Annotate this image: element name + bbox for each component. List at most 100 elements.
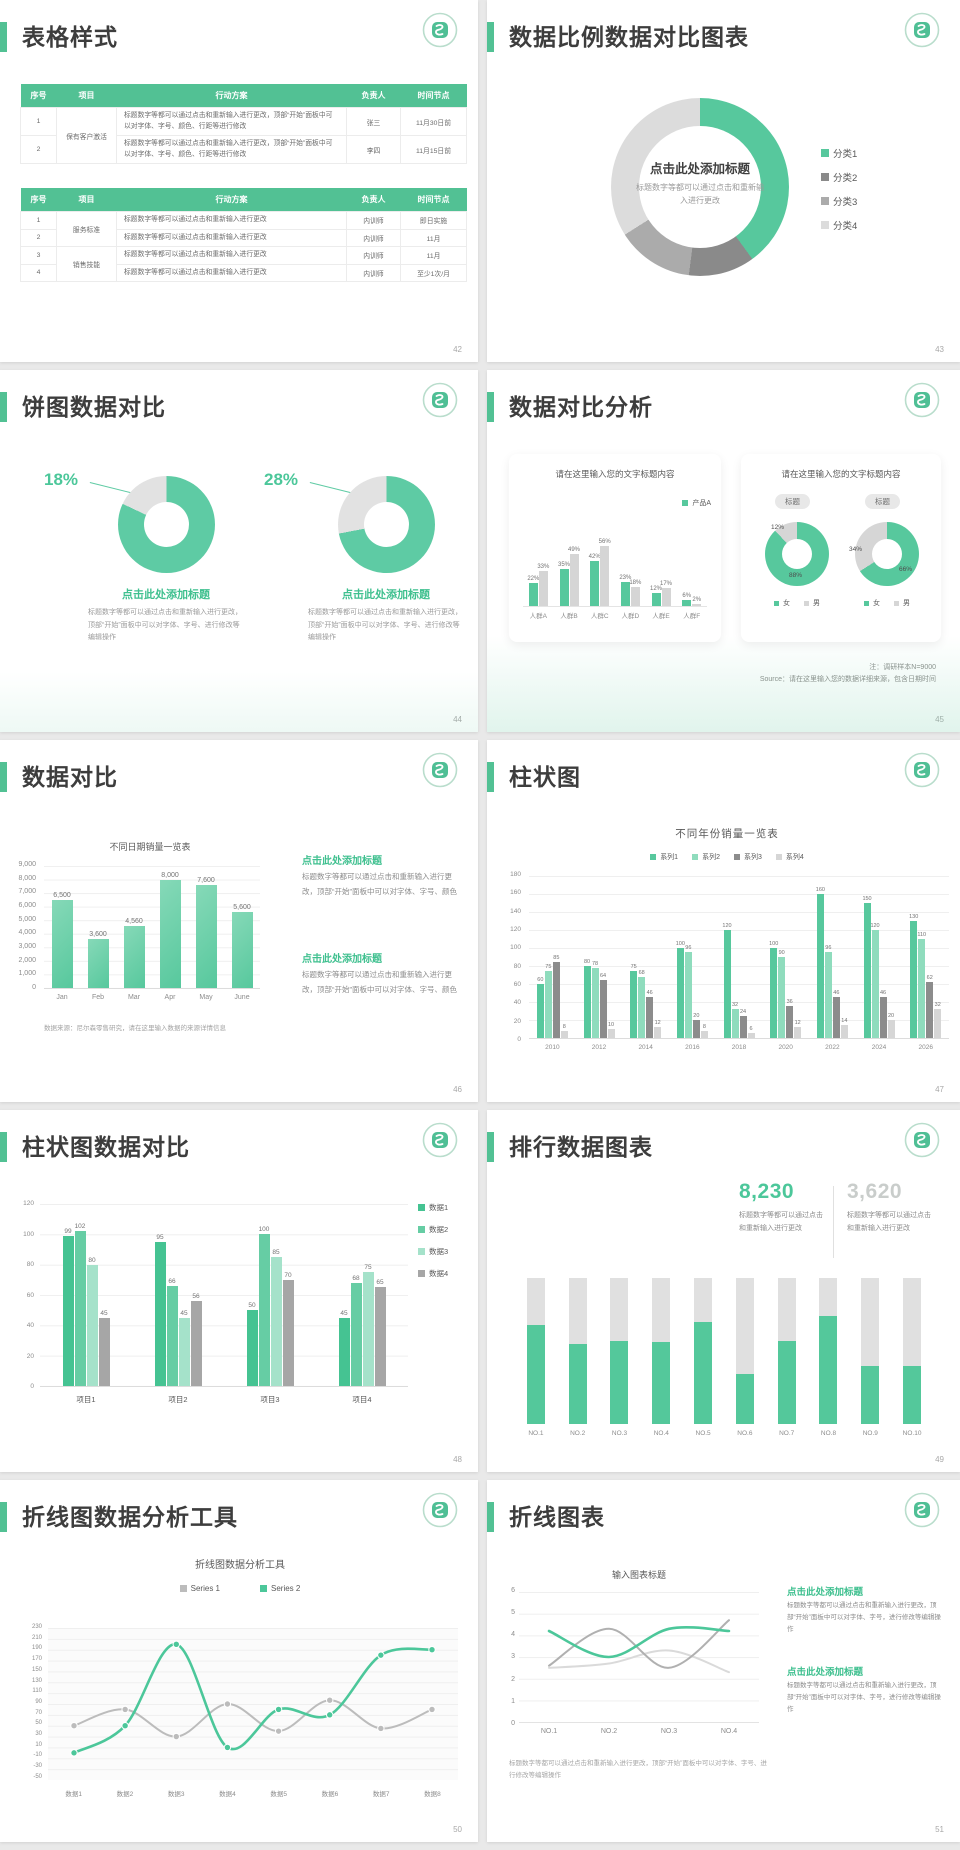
bar-group: 6% 2% — [676, 542, 707, 606]
bar-value-label: 10 — [607, 1022, 615, 1028]
slide-46-data-compare[interactable]: 数据对比 不同日期销量一览表 9,000 8,000 7,000 6,000 5,000… — [0, 740, 478, 1102]
bar: 102 — [74, 1223, 86, 1386]
legend-swatch — [692, 854, 699, 860]
slide-48-column-compare[interactable]: 柱状图数据对比 120 100 80 60 40 20 0 99 102 80 45 95 66 45 5… — [0, 1110, 478, 1472]
legend-item: 分类3 — [821, 194, 857, 208]
data-point-dot — [121, 1722, 129, 1730]
bar-plot: 6,500 3,600 4,560 8,000 7,600 5,600 — [44, 866, 260, 989]
cell-owner: 内训师 — [346, 211, 401, 230]
slide-49-ranking-chart[interactable]: 排行数据图表 8,230 标题数字等都可以通过点击和重新输入进行更改 3,620… — [487, 1110, 960, 1472]
text-block-body: 标题数字等都可以通过点击和重新输入进行更改，顶部“开始”面板中可以对字体、字号、… — [302, 970, 457, 994]
bar-value-label: 56% — [598, 539, 611, 546]
bar-value-label: 46 — [833, 989, 840, 996]
svg-el — [904, 382, 940, 418]
bar-group: 95 66 45 56 — [132, 1204, 224, 1386]
legend-label: 分类4 — [833, 221, 858, 232]
bar: 20 — [692, 1013, 700, 1038]
legend-swatch — [894, 600, 899, 606]
data-point-dot — [274, 1705, 283, 1714]
axis-tick-label: 80 — [26, 1261, 34, 1268]
category-label: 人群B — [560, 613, 578, 620]
stacked-bar-fill — [777, 1340, 796, 1424]
callout-line — [89, 482, 131, 494]
bar-plot: 99 102 80 45 95 66 45 56 50 100 85 70 45 68 75 65 — [40, 1204, 408, 1387]
svg-el — [904, 1122, 940, 1158]
category-label: Feb — [91, 994, 105, 1001]
bar: 6% — [682, 593, 692, 606]
slide-50-line-analysis[interactable]: 折线图数据分析工具 折线图数据分析工具 Series 1 Series 2 230… — [0, 1480, 478, 1842]
donut-chart-left — [118, 476, 215, 573]
donut-caption: 点击此处添加标题 — [342, 589, 430, 601]
bar-value-label: 20 — [887, 1013, 895, 1019]
bar: 120 — [870, 923, 880, 1038]
bar-value-label: 150 — [862, 896, 872, 902]
bar-group: 99 102 80 45 — [40, 1204, 132, 1386]
legend-label: Series 1 — [190, 1584, 220, 1593]
axis-tick-label: 2,000 — [18, 956, 36, 964]
legend-item: 分类1 — [821, 146, 857, 160]
bar-value-label: 18% — [629, 579, 642, 586]
bar: 20 — [887, 1013, 895, 1038]
bar: 46 — [832, 990, 840, 1038]
axis-tick-label: 230 — [31, 1624, 42, 1630]
axis-tick-label: 0 — [517, 1035, 521, 1043]
legend-swatch — [864, 600, 869, 606]
stacked-bar — [694, 1278, 713, 1424]
category-labels: 项目1 项目2 项目3 项目4 — [40, 1394, 408, 1405]
legend-item: 数据2 — [418, 1224, 448, 1235]
stack-slot — [557, 1278, 599, 1424]
slide-45-analysis[interactable]: 数据对比分析 请在这里输入您的文字标题内容 产品A 22% 33% 35% 49% 42… — [487, 370, 960, 732]
table-header-cell: 时间节点 — [400, 84, 467, 108]
bar-value-label: 12% — [650, 586, 663, 593]
axis-tick-label: 10 — [35, 1741, 42, 1748]
slide-51-line-chart[interactable]: 折线图表 输入图表标题 6 5 4 3 2 1 0 NO.1 NO.2 NO.3 NO.4 点击此… — [487, 1480, 960, 1842]
donut-desc: 标题数字等都可以通过点击和重新输入进行更改 — [636, 183, 764, 205]
bar-value-label: 64 — [599, 973, 607, 980]
slide-title: 柱状图 — [509, 764, 581, 790]
legend-swatch — [650, 854, 657, 860]
legend-swatch — [418, 1270, 425, 1277]
slide-47-column-chart[interactable]: 柱状图 不同年份销量一览表 系列1 系列2 系列3 系列4 180 160 140 120 1… — [487, 740, 960, 1102]
text-block-body: 标题数字等都可以通过点击和重新输入进行更改，顶部“开始”面板中可以对字体、字号、… — [302, 872, 457, 896]
bar-group: 100 96 20 8 — [669, 876, 716, 1038]
slide-42-table-style[interactable]: 表格样式 序号 项目 行动方案 负责人 时间节点 1 保有客户激活 标题数字等都可以通过点击和… — [0, 0, 478, 362]
bar-value-label: 96 — [685, 944, 692, 951]
stat-desc: 标题数字等都可以通过点击和重新输入进行更改 — [739, 1212, 823, 1232]
data-point-dot — [121, 1705, 129, 1714]
bar: 46 — [646, 990, 654, 1038]
bar: 75 — [544, 964, 552, 1038]
data-point-dot — [172, 1640, 180, 1648]
category-label: 项目4 — [352, 1395, 372, 1404]
page-number: 46 — [453, 1085, 462, 1094]
stacked-bar — [903, 1278, 922, 1424]
slide-44-pie-compare[interactable]: 饼图数据对比 18% 点击此处添加标题 标题数字等都可以通过点击和重新输入进行更… — [0, 370, 478, 732]
legend-label: 分类2 — [833, 173, 858, 184]
bar: 96 — [824, 945, 832, 1038]
slide-43-donut-compare[interactable]: 数据比例数据对比图表 点击此处添加标题 标题数字等都可以通过点击和重新输入进行更… — [487, 0, 960, 362]
category-label: NO.3 — [611, 1430, 628, 1437]
footer-note: 标题数字等都可以通过点击和重新输入进行更改，顶部“开始”面板中可以对字体、字号、… — [509, 1760, 767, 1780]
table-row: 2 标题数字等都可以通过点击和重新输入进行更改 内训师 11月 — [20, 228, 467, 248]
title-accent-bar — [0, 762, 7, 792]
axis-tick-label: 180 — [510, 871, 521, 878]
bar-value-label: 32 — [731, 1002, 739, 1009]
bar-value-label: 8 — [562, 1023, 566, 1030]
chart-title: 输入图表标题 — [611, 1570, 666, 1580]
logo-icon — [422, 1492, 458, 1528]
legend-label: 男 — [813, 600, 820, 607]
bar-value-label: 78 — [591, 960, 599, 967]
stacked-bars — [515, 1278, 933, 1424]
title-accent-bar — [0, 22, 7, 52]
bar: 65 — [374, 1279, 386, 1386]
bar: 85 — [552, 955, 560, 1038]
cell-time: 11月 — [400, 246, 467, 265]
category-label: 数据8 — [424, 1791, 441, 1798]
cell-project: 销售技能 — [56, 246, 117, 283]
bar: 2% — [692, 597, 702, 606]
bar-value-label: 6,500 — [53, 891, 71, 899]
text-block-heading: 点击此处添加标题 — [302, 856, 382, 867]
title-accent-bar — [487, 1132, 494, 1162]
data-point-dot — [377, 1651, 385, 1659]
bar-value-label: 3,600 — [89, 931, 107, 939]
axis-tick-label: 100 — [510, 944, 521, 952]
